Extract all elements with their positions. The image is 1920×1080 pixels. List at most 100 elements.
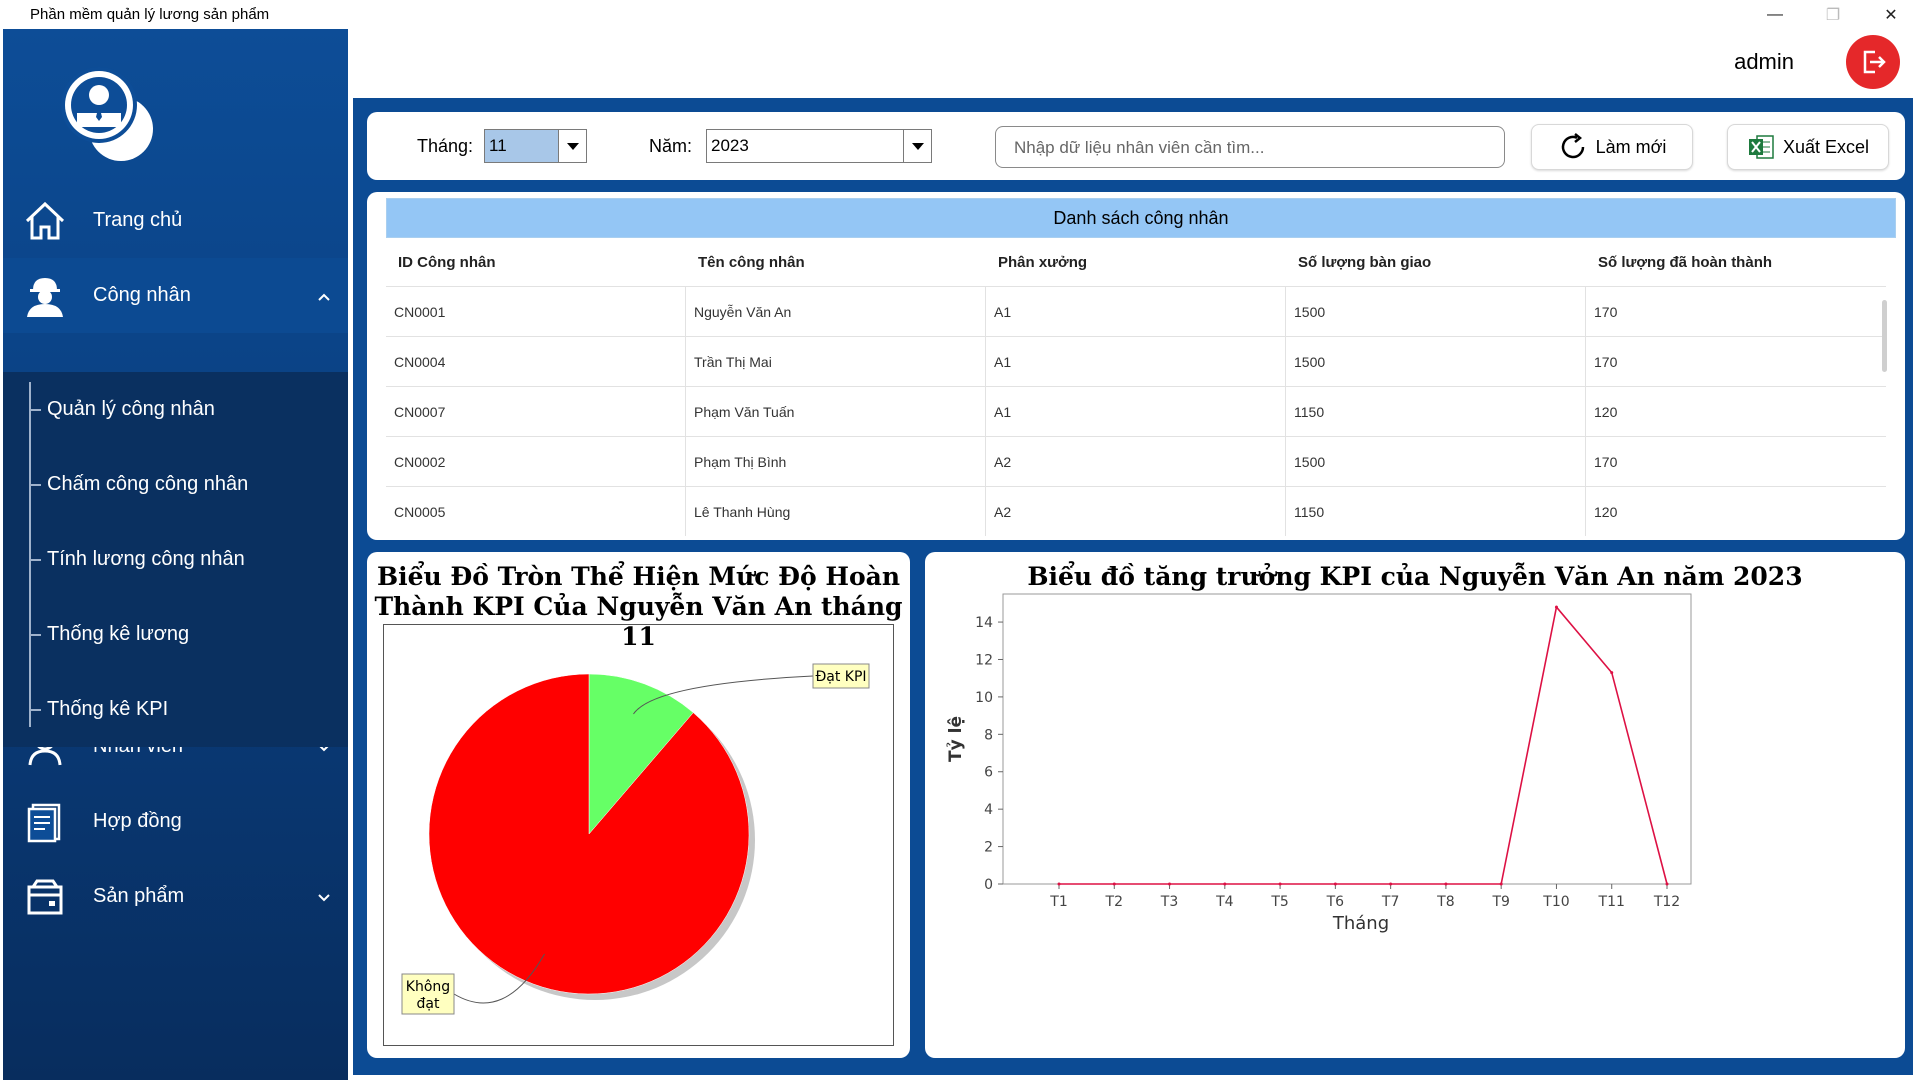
table-cell: 120: [1594, 504, 1618, 520]
export-label: Xuất Excel: [1782, 136, 1870, 157]
submenu-item-label: Tính lương công nhân: [47, 548, 245, 570]
pie-chart: Đạt KPI Không đạt: [401, 663, 870, 1015]
table-scrollbar[interactable]: [1882, 300, 1887, 372]
submenu-item-label: Quản lý công nhân: [47, 398, 215, 420]
dropdown-arrow-icon[interactable]: [558, 130, 586, 162]
excel-icon: [1747, 133, 1775, 161]
column-header[interactable]: Số lượng đã hoàn thành: [1598, 254, 1773, 271]
refresh-button[interactable]: Làm mới: [1531, 124, 1693, 170]
column-header[interactable]: Tên công nhân: [698, 254, 805, 271]
maximize-button[interactable]: ❐: [1825, 6, 1841, 24]
x-tick-label: T12: [1653, 894, 1680, 910]
pie-label-achieved: Đạt KPI: [812, 663, 870, 689]
table-row[interactable]: CN0002 Phạm Thị Bình A2 1500 170: [386, 436, 1886, 486]
logout-button[interactable]: [1846, 35, 1900, 89]
pie-label-text: Đạt KPI: [815, 669, 866, 685]
table-cell: 170: [1594, 354, 1618, 370]
chevron-down-icon[interactable]: [316, 889, 332, 905]
table-cell: 170: [1594, 454, 1618, 470]
pie-chart-panel: Biểu Đồ Tròn Thể Hiện Mức Độ Hoàn Thành …: [367, 552, 910, 1058]
table-cell: Phạm Thị Bình: [686, 437, 986, 486]
submenu-tree-line: [29, 382, 31, 727]
submenu-item-attendance[interactable]: Chấm công công nhân: [3, 447, 348, 522]
submenu-item-label: Chấm công công nhân: [47, 473, 249, 495]
table-cell: Lê Thanh Hùng: [686, 487, 986, 536]
table-cell: Trần Thị Mai: [686, 337, 986, 386]
x-axis-label: Tháng: [1332, 913, 1389, 934]
chevron-up-icon[interactable]: [316, 288, 332, 304]
data-point: [1112, 882, 1116, 886]
month-select[interactable]: 11: [484, 129, 587, 163]
year-select[interactable]: 2023: [706, 129, 932, 163]
table-cell: CN0007: [386, 387, 686, 436]
data-point: [1610, 671, 1614, 675]
y-tick-label: 2: [984, 840, 993, 856]
submenu-item-label: Thống kê KPI: [47, 698, 169, 720]
plot-area: [1002, 593, 1692, 885]
column-header[interactable]: ID Công nhân: [398, 254, 496, 271]
x-tick-label: T5: [1270, 894, 1288, 910]
table-header: ID Công nhân Tên công nhân Phân xưởng Số…: [386, 240, 1886, 286]
series-line: [1059, 605, 1668, 885]
nav-contracts[interactable]: Hợp đồng: [3, 784, 348, 859]
submenu-item-kpi-stats[interactable]: Thống kê KPI: [3, 672, 348, 747]
export-excel-button[interactable]: Xuất Excel: [1727, 124, 1889, 170]
nav-products[interactable]: Sản phẩm: [3, 859, 348, 934]
window-title: Phần mềm quản lý lương sản phẩm: [30, 6, 270, 23]
pie-label-text: Không: [406, 979, 450, 995]
x-tick-label: T11: [1598, 894, 1625, 910]
table-row[interactable]: CN0005 Lê Thanh Hùng A2 1150 120: [386, 486, 1886, 536]
submenu-item-salary-stats[interactable]: Thống kê lương: [3, 597, 348, 672]
x-tick-label: T4: [1215, 894, 1234, 910]
table-cell: CN0005: [386, 487, 686, 536]
contract-icon: [21, 798, 69, 846]
submenu-item-salary-calc[interactable]: Tính lương công nhân: [3, 522, 348, 597]
pie-callout-line: [453, 953, 545, 1004]
data-point: [1057, 882, 1061, 886]
top-bar: admin: [348, 29, 1920, 94]
worker-submenu: Quản lý công nhân Chấm công công nhân Tí…: [3, 372, 348, 747]
table-cell: A2: [986, 487, 1286, 536]
table-cell: 170: [1594, 304, 1618, 320]
data-point: [1333, 882, 1337, 886]
minimize-button[interactable]: —: [1767, 5, 1783, 23]
column-header[interactable]: Phân xưởng: [998, 254, 1088, 271]
nav-workers[interactable]: Công nhân: [3, 258, 348, 333]
line-chart-title: Biểu đồ tăng trưởng KPI của Nguyễn Văn A…: [1027, 562, 1803, 591]
month-value: 11: [485, 130, 558, 162]
refresh-icon: [1558, 132, 1588, 162]
y-tick-label: 6: [984, 765, 993, 781]
submenu-item-manage-workers[interactable]: Quản lý công nhân: [3, 372, 348, 447]
series-points: [1057, 605, 1669, 886]
pie-label-box: [812, 663, 870, 689]
data-point: [1278, 882, 1282, 886]
column-header[interactable]: Số lượng bàn giao: [1298, 254, 1432, 271]
pie-callout-line: [633, 675, 814, 715]
close-button[interactable]: ✕: [1884, 6, 1898, 24]
table-row[interactable]: CN0004 Trần Thị Mai A1 1500 170: [386, 336, 1886, 386]
pie-slice-not-achieved: [428, 673, 750, 995]
nav-home-label: Trang chủ: [93, 209, 183, 231]
pie-label-box: [401, 973, 455, 1015]
nav-home[interactable]: Trang chủ: [3, 183, 348, 258]
table-cell: CN0001: [386, 287, 686, 336]
y-tick-label: 8: [984, 727, 993, 743]
table-body: CN0001 Nguyễn Văn An A1 1500 170 CN0004 Trần …: [386, 286, 1886, 536]
x-tick-label: T3: [1160, 894, 1178, 910]
table-cell: 1500: [1286, 337, 1586, 386]
table-row[interactable]: CN0001 Nguyễn Văn An A1 1500 170: [386, 286, 1886, 336]
nav-workers-label: Công nhân: [93, 284, 191, 306]
logout-icon: [1863, 50, 1886, 74]
dropdown-arrow-icon[interactable]: [903, 130, 931, 162]
year-value: 2023: [711, 136, 749, 155]
data-point: [1444, 882, 1448, 886]
refresh-label: Làm mới: [1595, 136, 1667, 157]
search-input[interactable]: Nhập dữ liệu nhân viên cần tìm...: [995, 126, 1505, 168]
y-tick-label: 4: [984, 802, 993, 818]
table-row[interactable]: CN0007 Phạm Văn Tuấn A1 1150 120: [386, 386, 1886, 436]
worker-table-panel: Danh sách công nhân ID Công nhân Tên côn…: [367, 192, 1905, 540]
data-point: [1168, 882, 1172, 886]
pie-chart-area: Đạt KPI Không đạt: [383, 624, 894, 1046]
x-tick-label: T8: [1436, 894, 1454, 910]
table-title: Danh sách công nhân: [386, 198, 1896, 238]
